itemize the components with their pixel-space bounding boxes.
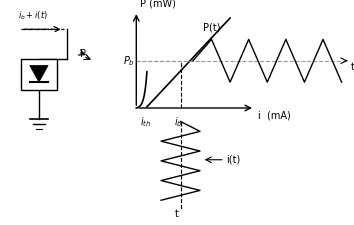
Text: i  (mA): i (mA) [258, 110, 291, 120]
Text: t: t [175, 209, 179, 219]
Text: i(t): i(t) [227, 155, 241, 165]
Bar [21, 58, 57, 90]
Text: $i_b$: $i_b$ [175, 115, 183, 128]
Text: P: P [80, 49, 86, 59]
Text: $P_b$: $P_b$ [123, 54, 135, 68]
Text: P (mW): P (mW) [140, 0, 176, 9]
Text: $i_{th}$: $i_{th}$ [139, 115, 151, 128]
Text: t: t [350, 62, 354, 72]
Text: $i_b + i(t)$: $i_b + i(t)$ [18, 10, 48, 22]
Polygon shape [30, 65, 48, 82]
Text: P(t): P(t) [203, 23, 220, 33]
